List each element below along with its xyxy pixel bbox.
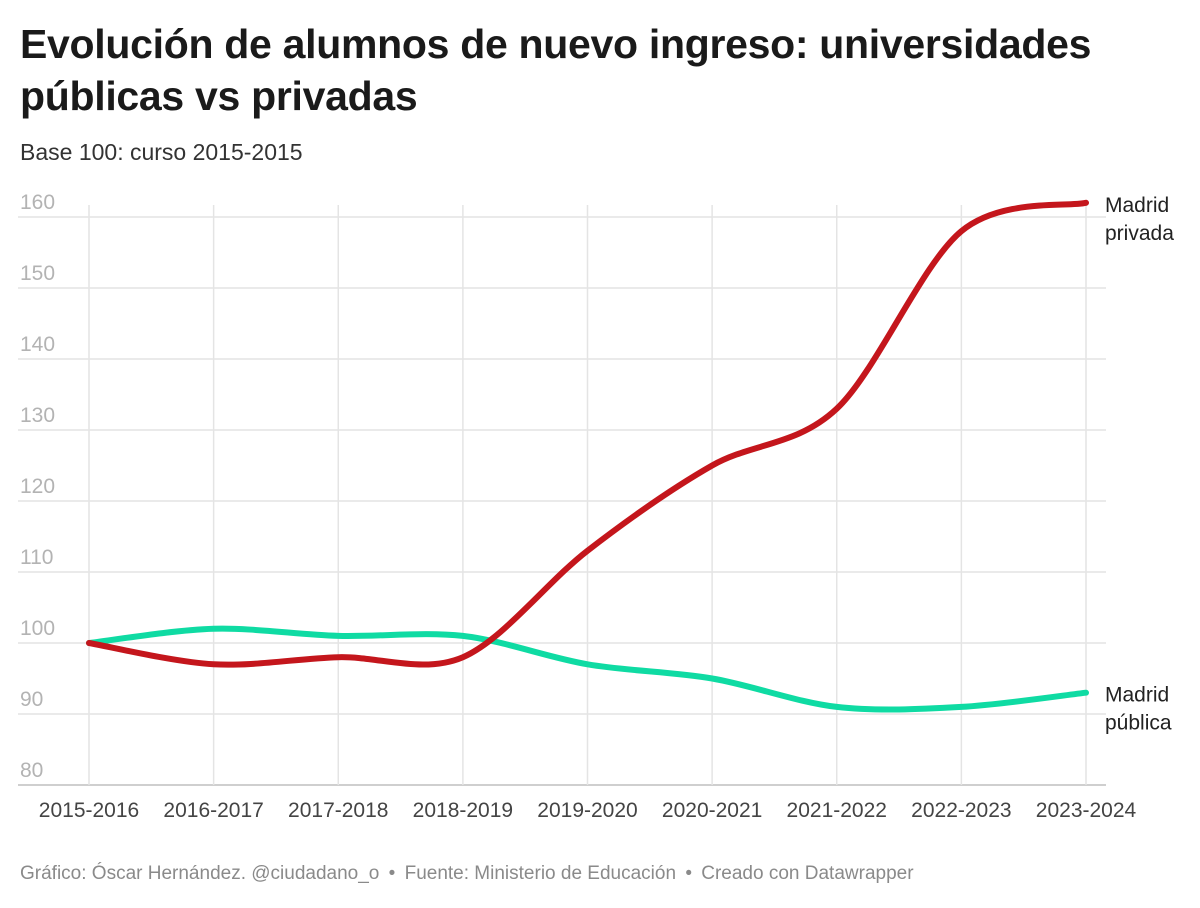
y-tick-label: 150 (20, 262, 55, 285)
data-point-madrid-p-blica (1083, 690, 1089, 696)
footer-separator-1: • (388, 863, 396, 884)
footer: Gráfico: Óscar Hernández. @ciudadano_o •… (20, 863, 914, 885)
data-point-madrid-p-blica (335, 633, 341, 639)
series-lines (86, 199, 1089, 713)
series-line-madrid-privada (86, 199, 1089, 668)
data-point-madrid-privada (211, 661, 217, 667)
x-tick-label: 2021-2022 (787, 799, 887, 822)
data-point-madrid-p-blica (709, 676, 715, 682)
y-tick-label: 130 (20, 404, 55, 427)
y-gridlines (18, 216, 1106, 786)
y-tick-label: 140 (20, 333, 55, 356)
y-axis-tick-labels: 80 90 100 110 120 130 140 150 160 (20, 191, 55, 782)
series-label-madrid-privada: Madrid privada (1105, 194, 1174, 245)
series-label-madrid-p-blica: Madrid pública (1105, 684, 1172, 735)
chart-subtitle: Base 100: curso 2015-2015 (20, 139, 303, 165)
data-point-madrid-privada (1083, 200, 1089, 206)
x-tick-label: 2016-2017 (163, 799, 263, 822)
y-tick-label: 160 (20, 191, 55, 214)
x-tick-label: 2019-2020 (537, 799, 637, 822)
footer-source: Fuente: Ministerio de Educación (404, 863, 677, 884)
footer-credit: Gráfico: Óscar Hernández. @ciudadano_o (20, 863, 380, 884)
data-point-madrid-privada (460, 654, 466, 660)
y-tick-label: 80 (20, 759, 43, 782)
x-tick-label: 2020-2021 (662, 799, 762, 822)
data-point-madrid-p-blica (834, 704, 840, 710)
x-tick-label: 2022-2023 (911, 799, 1011, 822)
data-point-madrid-p-blica (460, 633, 466, 639)
data-point-madrid-privada (709, 463, 715, 469)
x-gridlines (88, 205, 1087, 785)
series-labels: Madrid pública Madrid privada (1105, 194, 1174, 735)
chart-title: Evolución de alumnos de nuevo ingreso: u… (20, 21, 1092, 119)
x-tick-label: 2015-2016 (39, 799, 139, 822)
x-tick-label: 2023-2024 (1036, 799, 1137, 822)
data-point-madrid-privada (335, 654, 341, 660)
data-point-madrid-p-blica (585, 661, 591, 667)
data-point-madrid-privada (86, 640, 92, 646)
data-point-madrid-privada (834, 406, 840, 412)
series-line-madrid-p-blica (86, 625, 1089, 713)
y-tick-label: 90 (20, 688, 43, 711)
y-tick-label: 110 (20, 546, 53, 569)
data-point-madrid-privada (585, 548, 591, 554)
x-tick-label: 2017-2018 (288, 799, 388, 822)
data-point-madrid-p-blica (958, 704, 964, 710)
footer-tool: Creado con Datawrapper (701, 863, 914, 884)
footer-separator-2: • (685, 863, 692, 884)
data-point-madrid-p-blica (211, 626, 217, 632)
data-point-madrid-privada (958, 228, 964, 234)
x-tick-label: 2018-2019 (413, 799, 513, 822)
y-tick-label: 100 (20, 617, 55, 640)
y-tick-label: 120 (20, 475, 55, 498)
x-axis-tick-labels: 2015-2016 2016-2017 2017-2018 2018-2019 2019… (39, 799, 1137, 822)
